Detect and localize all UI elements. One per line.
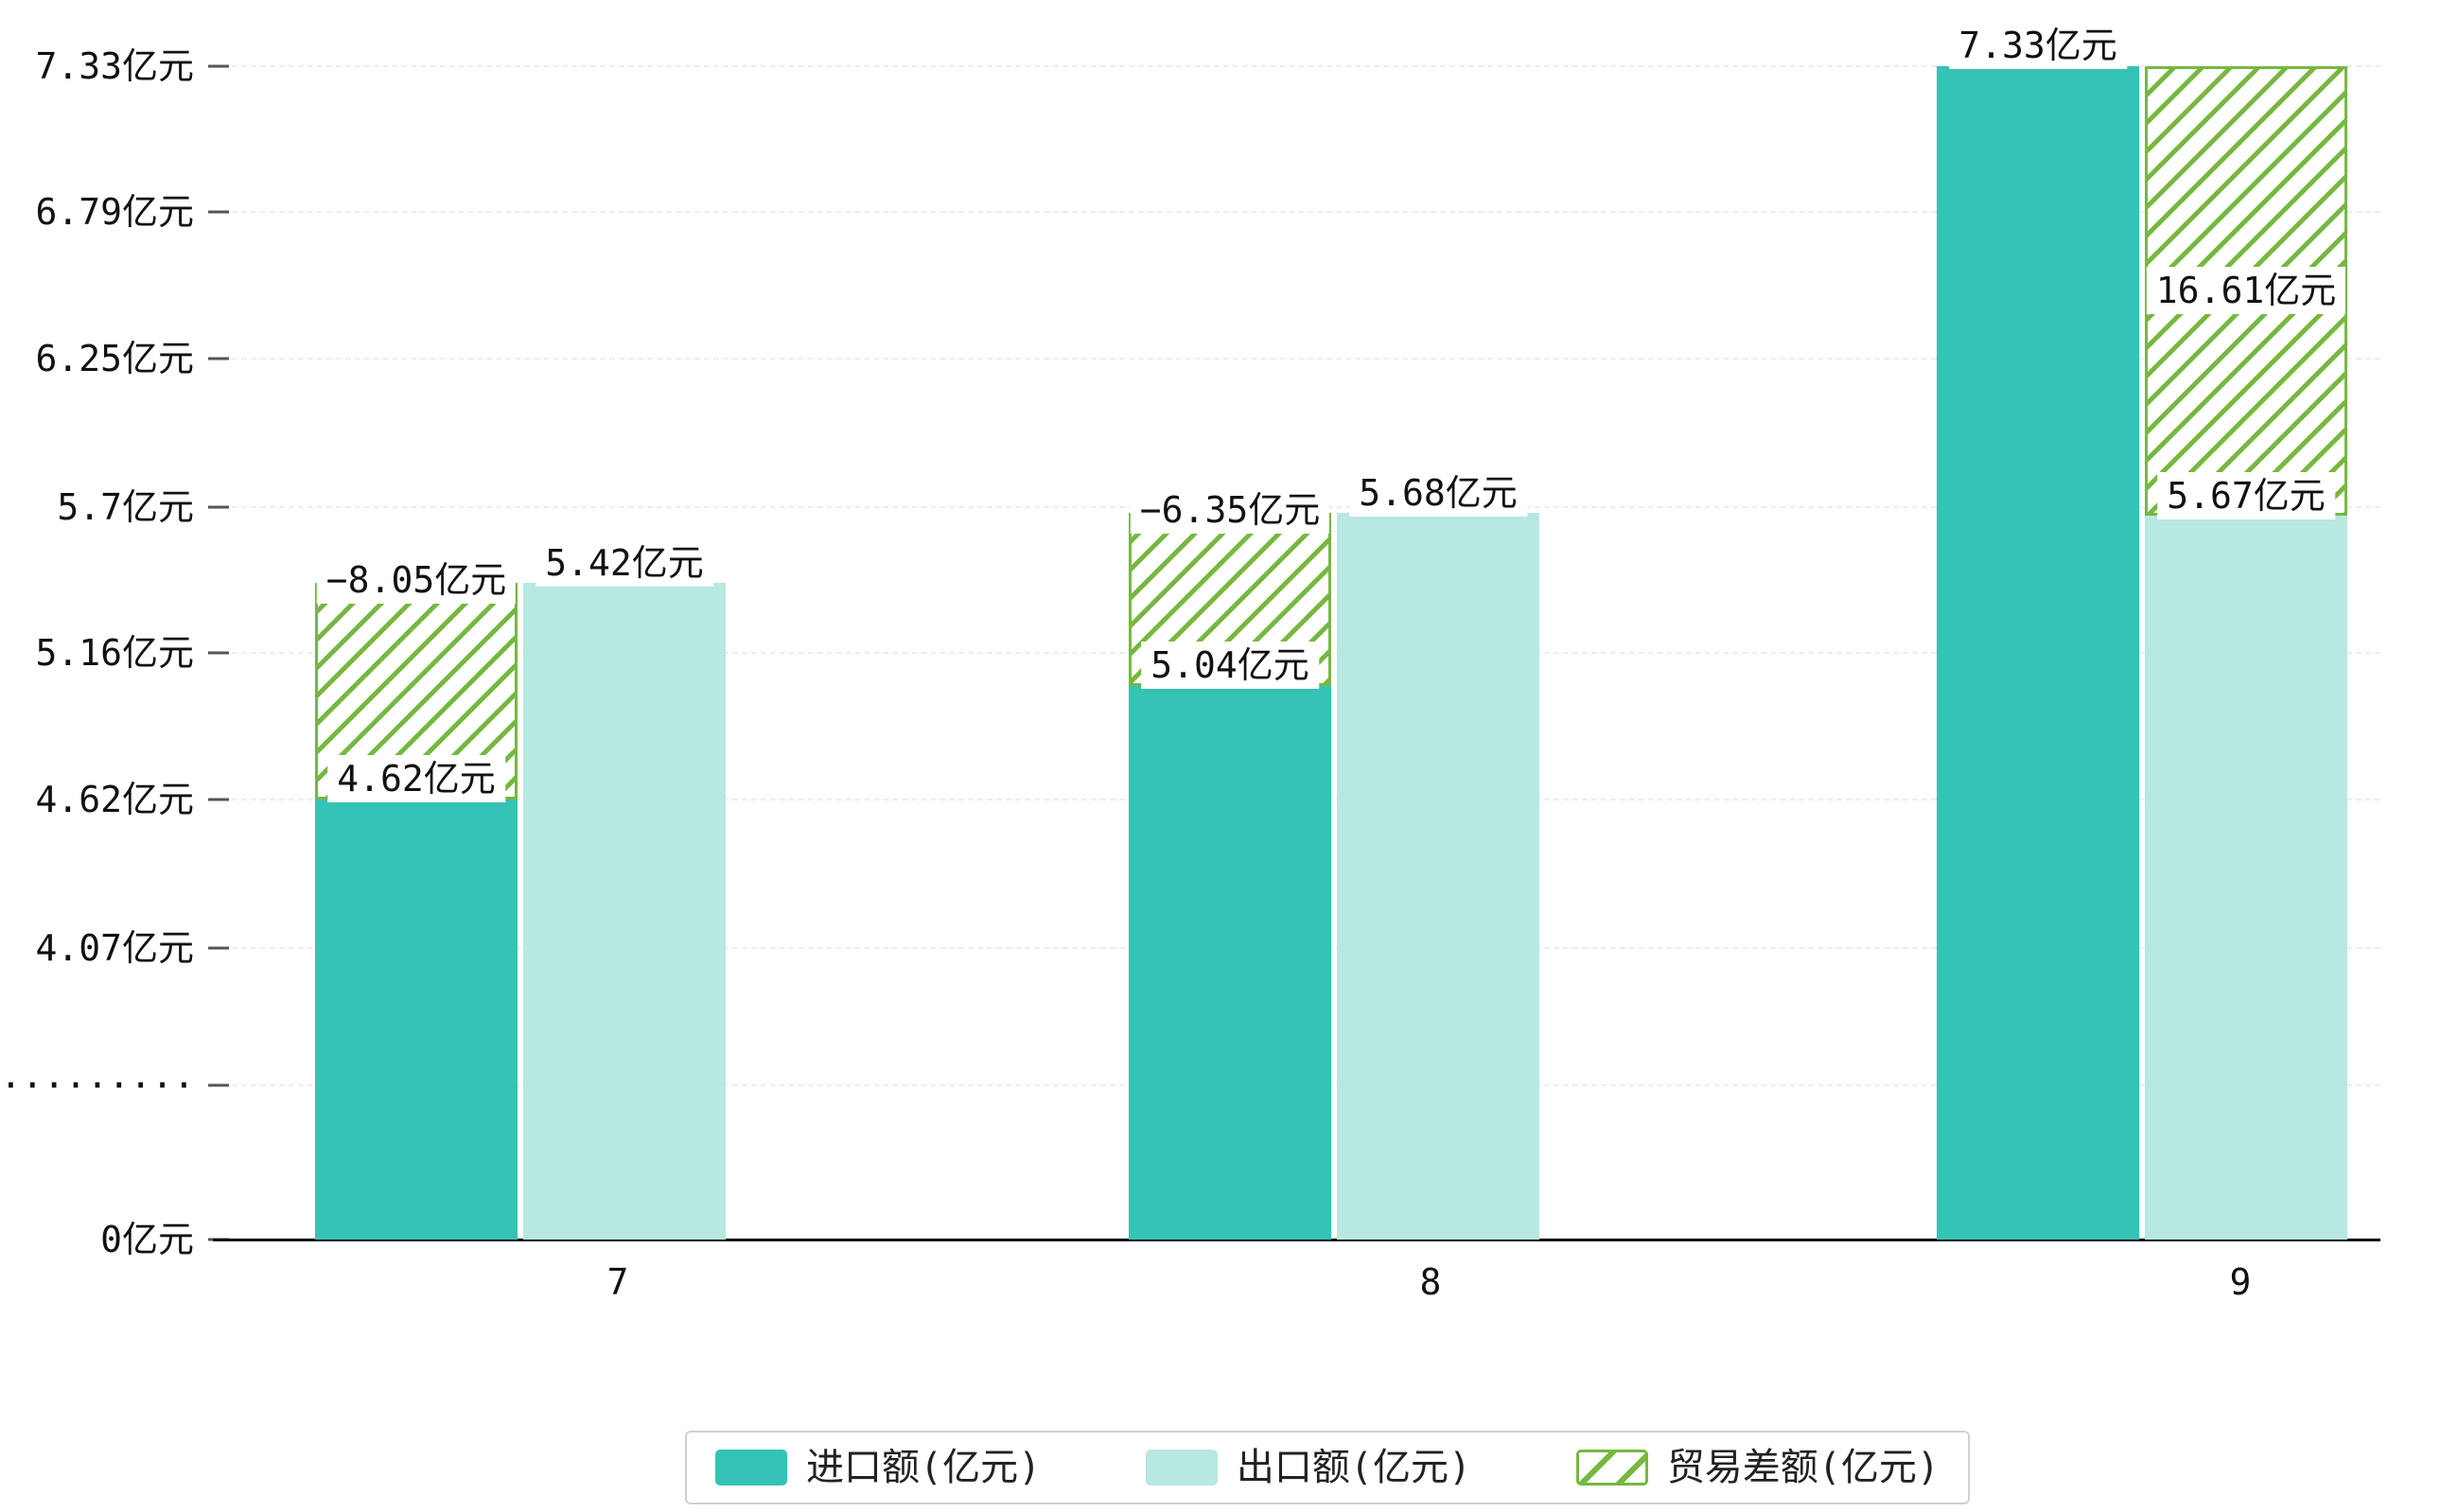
legend-item-export[interactable]: 出口额(亿元)	[1145, 1446, 1472, 1489]
export-swatch-icon	[1145, 1450, 1218, 1486]
y-axis-tick-mark	[208, 64, 229, 68]
export-bar[interactable]	[1337, 512, 1539, 1239]
legend-item-diff[interactable]: 贸易差额(亿元)	[1575, 1446, 1940, 1489]
y-axis-tick-mark	[208, 505, 229, 509]
export-value-label: 5.68亿元	[1349, 468, 1527, 517]
y-axis-tick-mark	[208, 946, 229, 950]
legend: 进口额(亿元) 出口额(亿元) 贸易差额(亿元)	[685, 1431, 1970, 1504]
import-bar[interactable]	[1129, 685, 1331, 1239]
y-axis-tick-label: 4.07亿元	[35, 927, 194, 969]
x-axis-line	[213, 1239, 2380, 1241]
trade-diff-value-label: −8.05亿元	[316, 556, 517, 605]
export-value-label: 5.67亿元	[2157, 471, 2335, 519]
diff-swatch-icon	[1575, 1450, 1648, 1486]
import-bar[interactable]	[315, 799, 518, 1239]
y-axis-tick-mark	[208, 798, 229, 801]
y-axis-tick-label: 6.79亿元	[35, 191, 194, 234]
y-axis-tick-mark	[208, 1083, 229, 1087]
y-axis-tick-mark	[208, 210, 229, 214]
y-axis-tick-label: 7.33亿元	[35, 45, 194, 87]
import-value-label: 5.04亿元	[1141, 641, 1319, 689]
gridline	[213, 211, 2380, 214]
x-axis-tick-label: 8	[1419, 1261, 1442, 1303]
gridline	[213, 65, 2380, 67]
legend-label-import: 进口额(亿元)	[806, 1446, 1042, 1489]
y-axis-tick-mark	[208, 357, 229, 360]
y-axis-tick-label: 0亿元	[100, 1219, 194, 1260]
import-swatch-icon	[715, 1450, 787, 1486]
y-axis-tick-label: 6.25亿元	[35, 337, 194, 379]
y-axis-tick-label: 5.16亿元	[35, 632, 194, 675]
legend-label-diff: 贸易差额(亿元)	[1666, 1446, 1940, 1489]
trade-diff-value-label: 16.61亿元	[2146, 267, 2346, 315]
import-bar[interactable]	[1937, 66, 2139, 1239]
legend-label-export: 出口额(亿元)	[1236, 1446, 1472, 1489]
trade-diff-value-label: −6.35亿元	[1130, 485, 1330, 534]
y-axis-tick-label: ·········	[0, 1064, 195, 1106]
x-axis-tick-label: 7	[606, 1261, 629, 1303]
import-value-label: 7.33亿元	[1949, 22, 2127, 69]
export-bar[interactable]	[523, 583, 726, 1239]
gridline	[213, 357, 2380, 360]
y-axis-tick-mark	[208, 651, 229, 655]
y-axis-tick-label: 5.7亿元	[57, 486, 194, 528]
x-axis-tick-label: 9	[2229, 1261, 2252, 1303]
y-axis-tick-label: 4.62亿元	[35, 778, 194, 820]
legend-item-import[interactable]: 进口额(亿元)	[715, 1447, 1041, 1488]
import-value-label: 4.62亿元	[327, 754, 505, 802]
export-value-label: 5.42亿元	[536, 539, 713, 588]
export-bar[interactable]	[2145, 515, 2347, 1239]
